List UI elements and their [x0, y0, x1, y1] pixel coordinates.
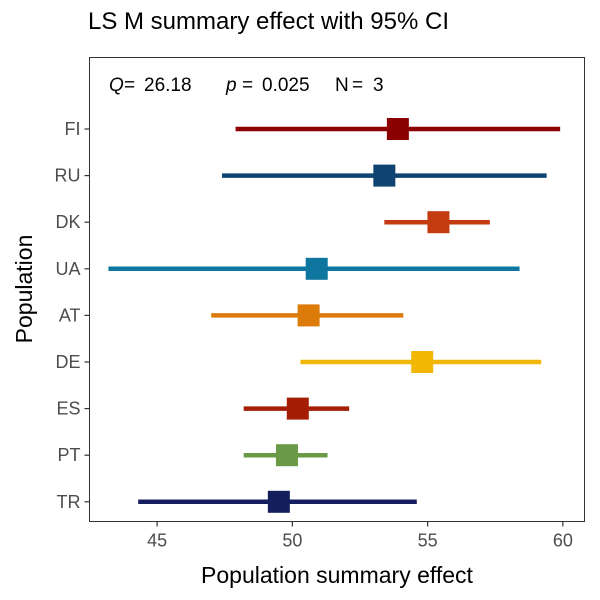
annotation-n-eq: =: [352, 75, 363, 96]
plot-panel-border: [89, 57, 585, 522]
x-tick-label-45: 45: [147, 531, 167, 551]
chart-title: LS M summary effect with 95% CI: [88, 8, 450, 35]
estimate-marker-fi: [386, 118, 409, 140]
annotation-q-eq: =: [124, 75, 135, 96]
annotation-p-label: p: [225, 75, 237, 96]
y-tick-label-at: AT: [59, 305, 81, 325]
x-tick-label-55: 55: [418, 531, 438, 551]
annotation-q-label: Q: [109, 75, 124, 96]
y-axis-title: Population: [11, 235, 37, 344]
annotation-p-value: 0.025: [262, 75, 310, 96]
y-tick-label-es: ES: [56, 399, 80, 419]
estimate-marker-es: [286, 397, 309, 420]
y-tick-label-ua: UA: [55, 259, 80, 279]
y-tick-label-ru: RU: [55, 166, 81, 186]
y-tick-label-fi: FI: [65, 119, 81, 139]
y-tick-label-pt: PT: [57, 445, 80, 465]
x-tick-label-60: 60: [553, 531, 573, 551]
estimate-marker-dk: [427, 211, 450, 234]
estimate-marker-de: [411, 351, 434, 373]
y-tick-label-tr: TR: [57, 492, 81, 512]
y-tick-label-dk: DK: [55, 212, 80, 232]
annotation-n-value: 3: [373, 75, 384, 96]
estimate-marker-tr: [267, 490, 290, 513]
annotation-n-label: N: [335, 75, 349, 96]
estimate-marker-at: [297, 304, 320, 327]
estimate-marker-pt: [275, 444, 298, 467]
annotation-q-value: 26.18: [144, 75, 192, 96]
y-tick-label-de: DE: [55, 352, 80, 372]
estimate-marker-ua: [305, 257, 328, 280]
estimate-marker-ru: [373, 164, 396, 187]
x-tick-label-50: 50: [282, 531, 302, 551]
annotation-p-eq: =: [242, 75, 253, 96]
x-axis-title: Population summary effect: [201, 562, 473, 588]
